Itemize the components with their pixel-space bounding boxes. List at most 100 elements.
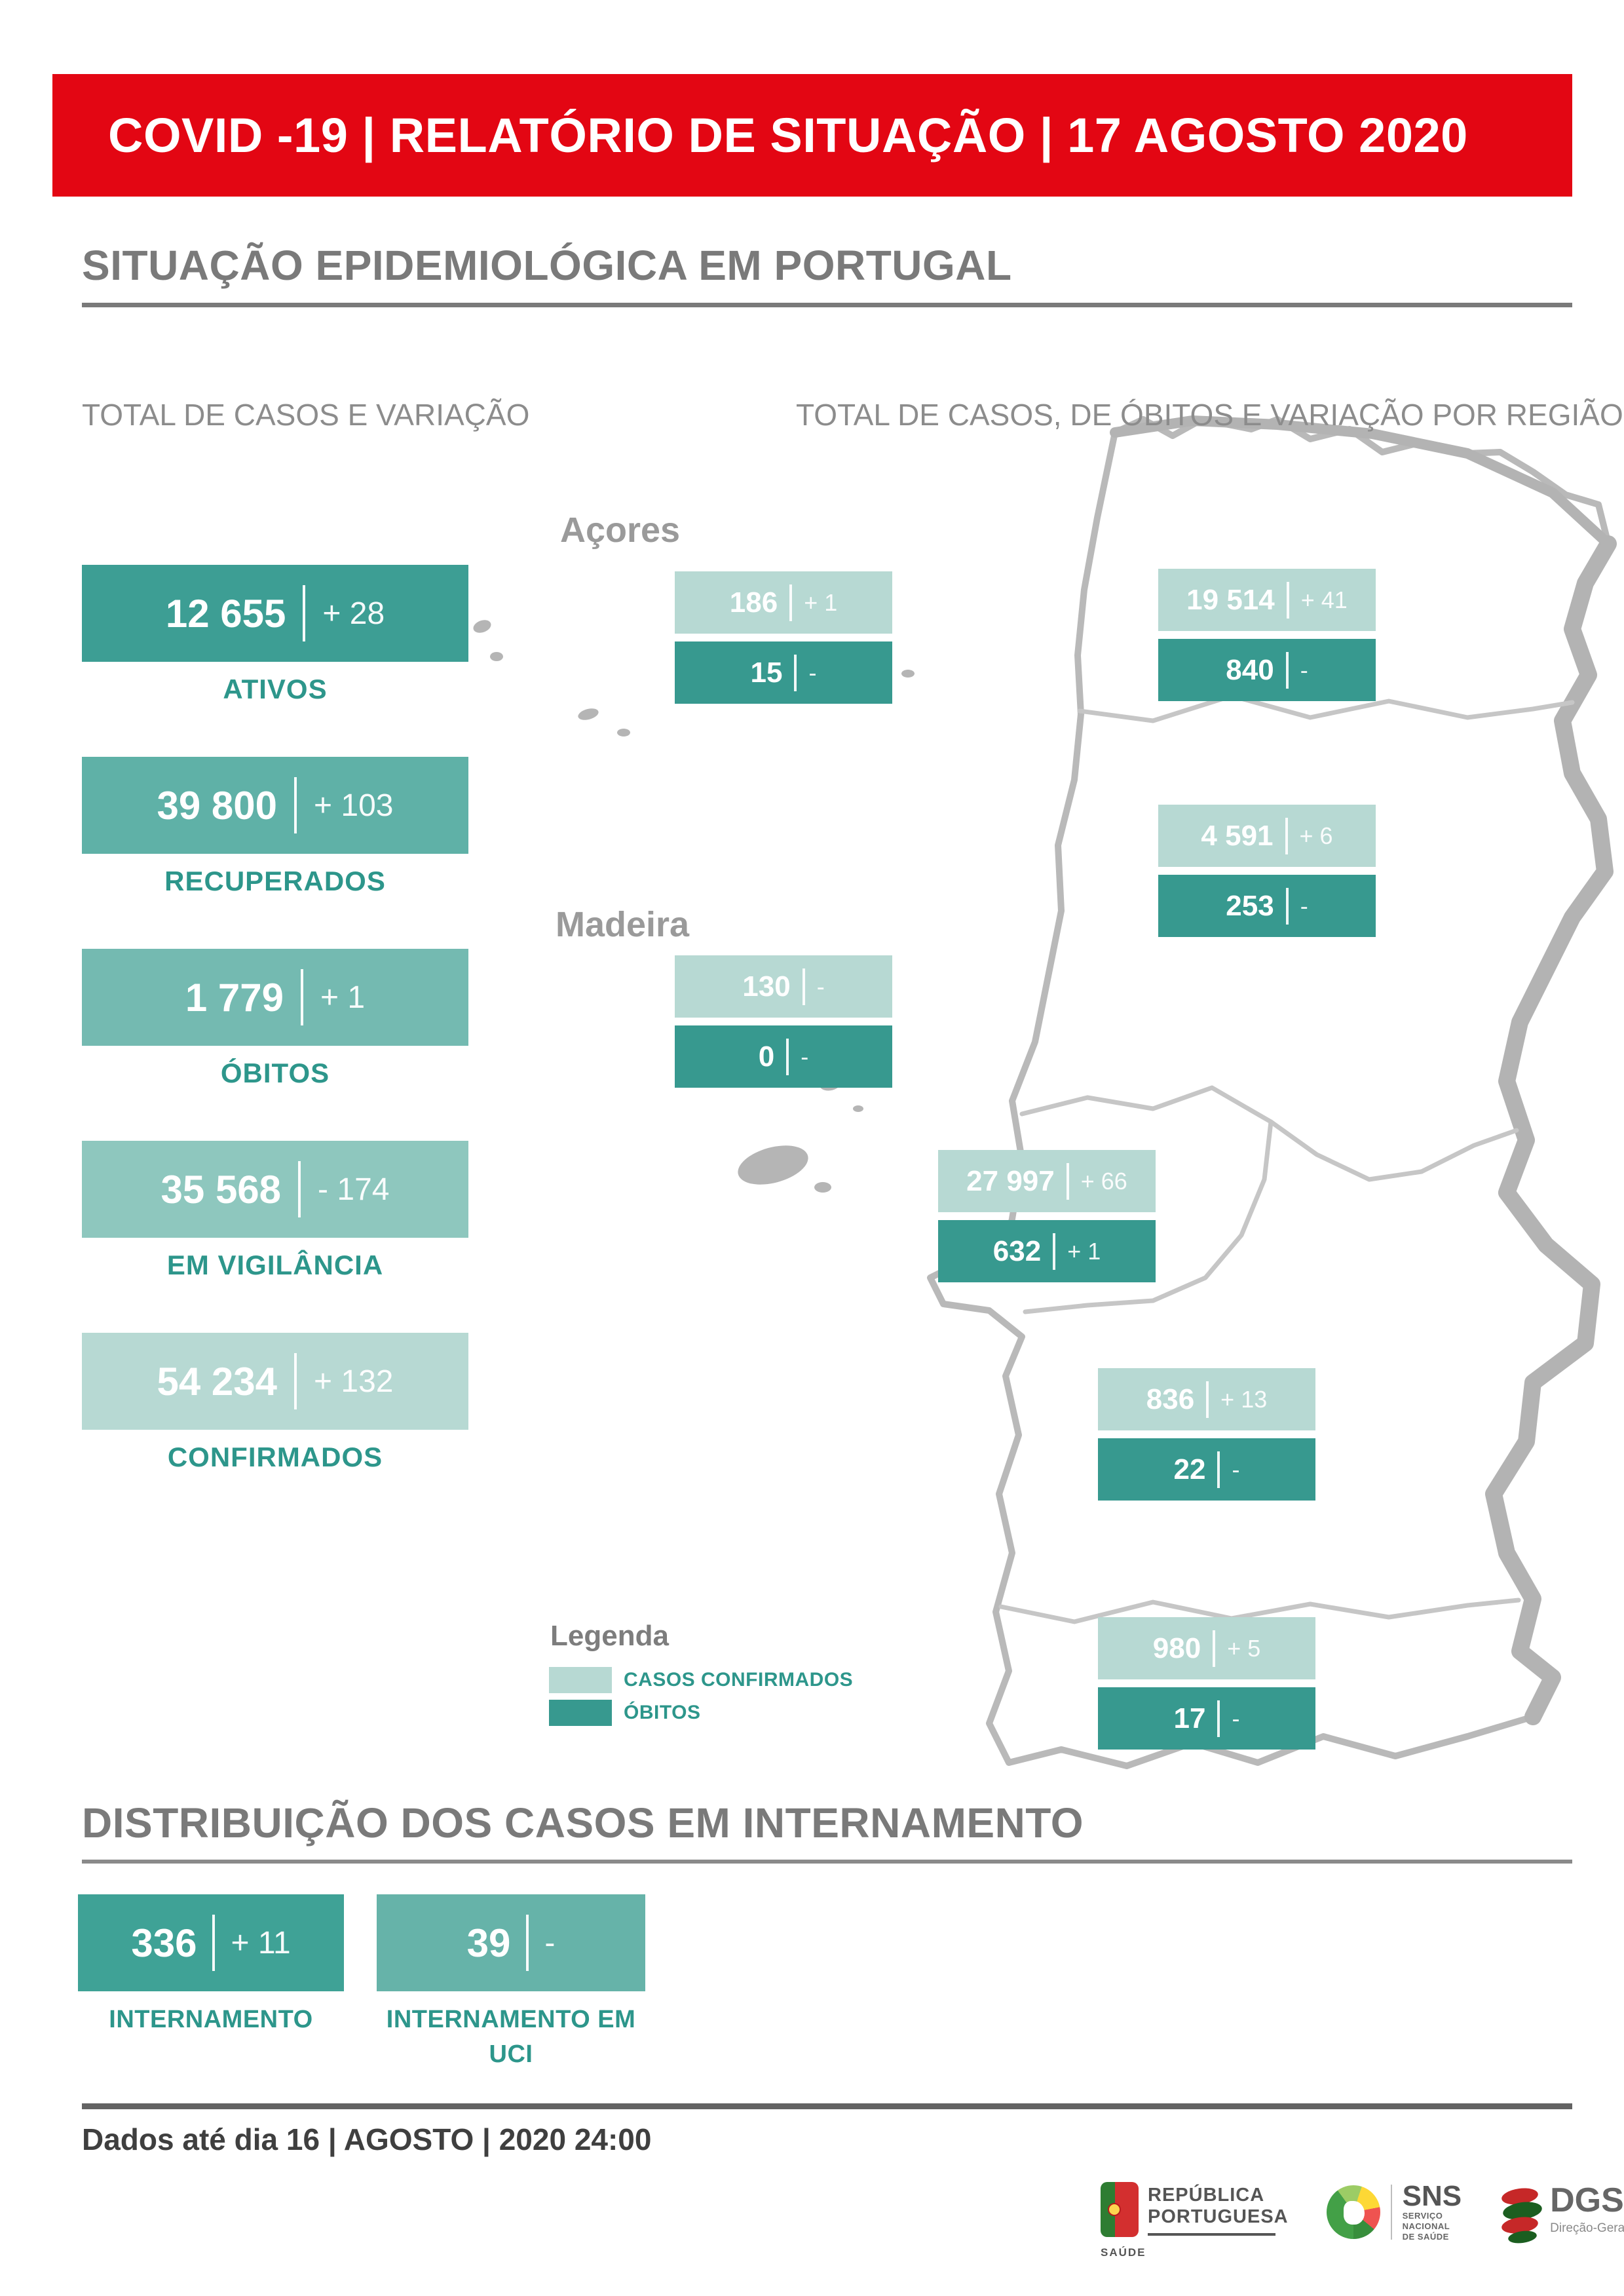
region-cases-value: 27 997: [966, 1164, 1055, 1197]
divider-bar: [794, 654, 797, 691]
region-deaths-change: -: [801, 1043, 809, 1070]
stat-value: 12 655: [165, 591, 286, 636]
data-cutoff-note: Dados até dia 16 | AGOSTO | 2020 24:00: [82, 2122, 652, 2156]
footer-rule: [82, 2103, 1572, 2109]
legend-swatch-deaths: [549, 1700, 612, 1726]
north-border: [1110, 415, 1614, 549]
logo-text: SNS: [1402, 2180, 1462, 2212]
divider-bar: [1053, 1233, 1056, 1270]
saude-label: SAÚDE: [1101, 2246, 1146, 2259]
republica-portuguesa-text: REPÚBLICA PORTUGUESA: [1148, 2182, 1289, 2236]
stat-box-internamento: 336 + 11: [78, 1894, 344, 1991]
right-column-title: TOTAL DE CASOS, DE ÓBITOS E VARIAÇÃO POR…: [796, 398, 1623, 432]
madeira-islands: [738, 1074, 863, 1193]
region-norte-cases: 19 514 + 41: [1158, 569, 1376, 631]
divider-bar: [802, 968, 805, 1005]
region-acores-cases: 186 + 1: [675, 571, 892, 634]
logo-text: REPÚBLICA: [1148, 2185, 1265, 2206]
region-madeira-deaths: 0 -: [675, 1025, 892, 1088]
stat-change: + 1: [320, 980, 366, 1015]
region-deaths-change: -: [1300, 892, 1308, 919]
region-cases-value: 980: [1152, 1632, 1201, 1664]
madeira-label: Madeira: [556, 905, 690, 944]
section-title-internment: DISTRIBUIÇÃO DOS CASOS EM INTERNAMENTO: [82, 1799, 1084, 1846]
region-alentejo-deaths: 22 -: [1098, 1438, 1315, 1501]
region-deaths-value: 15: [750, 656, 783, 689]
stat-value: 39: [466, 1921, 511, 1965]
stat-box-recuperados: 39 800 + 103: [82, 757, 468, 854]
republica-portuguesa-logo: REPÚBLICA PORTUGUESA SAÚDE: [1101, 2182, 1289, 2259]
divider-rule: [82, 303, 1572, 307]
dgs-icon: [1501, 2188, 1542, 2244]
divider-bar: [298, 1161, 301, 1217]
divider-rule: [82, 1860, 1572, 1864]
region-deaths-change: -: [1232, 1455, 1240, 1483]
left-column-title: TOTAL DE CASOS E VARIAÇÃO: [82, 398, 530, 432]
stat-label-ativos: ATIVOS: [223, 674, 328, 704]
divider-bar: [301, 969, 304, 1025]
region-border-centro-south: [1019, 1085, 1519, 1182]
region-cases-value: 836: [1146, 1383, 1195, 1415]
stat-label-internamento: INTERNAMENTO: [109, 2006, 313, 2033]
logo-text: PORTUGUESA: [1148, 2206, 1289, 2227]
region-cases-value: 4 591: [1201, 819, 1274, 852]
stat-label-internamento-uci: INTERNAMENTO EM UCI: [386, 2006, 636, 2069]
logo-text: Direção-Geral da Saúde: [1550, 2221, 1624, 2235]
region-cases-change: + 66: [1080, 1167, 1127, 1195]
divider-bar: [1286, 581, 1289, 619]
stat-change: + 132: [314, 1364, 394, 1399]
region-deaths-value: 253: [1226, 889, 1274, 922]
divider-bar: [786, 1038, 789, 1075]
region-alentejo-cases: 836 + 13: [1098, 1368, 1315, 1430]
logo-divider: [1390, 2185, 1392, 2240]
region-cases-change: + 13: [1220, 1385, 1268, 1413]
region-algarve-deaths: 17 -: [1098, 1687, 1315, 1750]
stat-label-recuperados: RECUPERADOS: [164, 866, 386, 896]
region-cases-change: + 1: [804, 588, 838, 616]
region-cases-value: 19 514: [1186, 583, 1275, 616]
region-border-alentejo-algarve: [998, 1598, 1521, 1624]
sns-text: SNS SERVIÇO NACIONAL DE SAÚDE: [1403, 2182, 1463, 2242]
region-centro-deaths: 253 -: [1158, 875, 1376, 937]
region-centro-cases: 4 591 + 6: [1158, 805, 1376, 867]
divider-bar: [1213, 1630, 1216, 1667]
region-deaths-value: 0: [758, 1040, 775, 1073]
region-norte-deaths: 840 -: [1158, 639, 1376, 701]
legend-label-confirmed: CASOS CONFIRMADOS: [624, 1669, 854, 1691]
region-deaths-change: + 1: [1067, 1237, 1101, 1265]
region-madeira-cases: 130 -: [675, 955, 892, 1018]
region-border-lisboa-alentejo: [1023, 1119, 1274, 1314]
stat-box-ativos: 12 655 + 28: [82, 565, 468, 662]
region-deaths-change: -: [808, 659, 817, 686]
legend-swatch-confirmed: [549, 1667, 612, 1693]
region-cases-value: 130: [742, 970, 791, 1003]
region-lisboa-cases: 27 997 + 66: [938, 1150, 1156, 1212]
region-algarve-cases: 980 + 5: [1098, 1617, 1315, 1679]
stat-value: 39 800: [157, 783, 278, 828]
region-lisboa-deaths: 632 + 1: [938, 1220, 1156, 1282]
legend-label-deaths: ÓBITOS: [624, 1702, 701, 1723]
portugal-flag-icon: [1101, 2182, 1139, 2237]
region-deaths-value: 22: [1173, 1453, 1206, 1485]
stat-change: -: [544, 1925, 556, 1961]
divider-bar: [526, 1915, 529, 1971]
stat-change: + 11: [231, 1925, 291, 1961]
region-border-norte-centro: [1077, 693, 1575, 723]
dgs-text: DGS desde 1899 Direção-Geral da Saúde: [1550, 2182, 1624, 2236]
divider-bar: [1206, 1381, 1209, 1418]
divider-bar: [1285, 651, 1289, 689]
east-border: [1485, 535, 1617, 1725]
report-banner: COVID -19 | RELATÓRIO DE SITUAÇÃO | 17 A…: [52, 74, 1572, 197]
logo-text: DGS: [1550, 2181, 1624, 2219]
region-deaths-change: -: [1300, 656, 1308, 683]
divider-bar: [1066, 1162, 1069, 1200]
stat-label-em-vigilancia: EM VIGILÂNCIA: [166, 1250, 384, 1280]
stat-box-em-vigilancia: 35 568 - 174: [82, 1141, 468, 1238]
divider-bar: [212, 1915, 216, 1971]
region-deaths-value: 840: [1226, 653, 1274, 686]
region-cases-value: 186: [729, 586, 778, 619]
divider-bar: [1285, 887, 1289, 925]
stat-change: + 103: [314, 788, 394, 823]
logo-text: SERVIÇO NACIONAL: [1402, 2211, 1450, 2231]
